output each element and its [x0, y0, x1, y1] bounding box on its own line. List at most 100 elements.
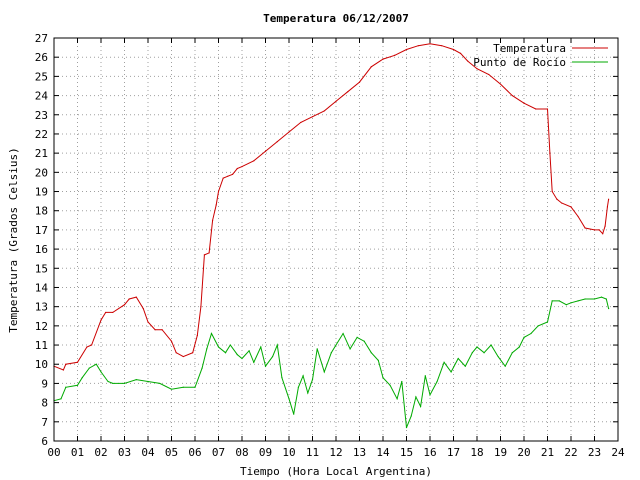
data-point	[142, 307, 144, 310]
data-point	[76, 361, 79, 363]
data-point	[222, 177, 224, 179]
data-point	[60, 398, 62, 400]
x-tick-label: 10	[282, 446, 295, 459]
data-point	[546, 321, 549, 323]
data-point	[593, 298, 596, 300]
data-point	[577, 215, 579, 218]
data-point	[276, 141, 278, 143]
x-tick-label: 17	[447, 446, 460, 459]
data-point	[342, 332, 344, 335]
x-axis-label: Tiempo (Hora Local Argentina)	[240, 465, 432, 478]
y-tick-label: 22	[35, 128, 48, 141]
data-point	[488, 73, 490, 76]
data-point	[530, 332, 532, 335]
y-tick-label: 6	[41, 435, 48, 448]
data-point	[288, 131, 290, 133]
data-point	[210, 332, 213, 335]
y-tick-label: 12	[35, 320, 48, 333]
data-point	[405, 48, 408, 51]
data-point	[335, 344, 337, 346]
y-tick-label: 8	[41, 397, 48, 410]
x-tick-label: 16	[423, 446, 436, 459]
x-tick-label: 21	[541, 446, 554, 459]
data-point	[212, 219, 214, 221]
legend-label: Temperatura	[493, 42, 566, 55]
data-point	[401, 380, 403, 383]
data-point	[608, 198, 610, 200]
data-point	[600, 296, 603, 298]
data-point	[389, 384, 391, 386]
data-point	[264, 365, 267, 367]
y-tick-label: 21	[35, 147, 48, 160]
data-point	[135, 296, 137, 298]
data-point	[135, 378, 137, 381]
data-point	[192, 352, 194, 354]
y-tick-label: 24	[35, 90, 49, 103]
data-point	[232, 173, 234, 175]
data-point	[236, 354, 238, 356]
series-line-temperatura	[53, 43, 610, 371]
data-point	[201, 367, 203, 369]
y-tick-label: 10	[35, 358, 48, 371]
x-tick-label: 00	[47, 446, 60, 459]
data-point	[511, 352, 513, 354]
data-point	[602, 233, 604, 235]
data-point	[182, 386, 184, 388]
data-point	[523, 336, 525, 338]
x-tick-label: 19	[494, 446, 507, 459]
data-point	[62, 369, 64, 371]
data-point	[441, 45, 443, 47]
data-point	[217, 190, 220, 193]
y-tick-label: 18	[35, 205, 48, 218]
x-tick-label: 06	[188, 446, 201, 459]
data-point	[604, 225, 606, 227]
data-point	[264, 150, 267, 152]
y-tick-label: 19	[35, 186, 48, 199]
x-tick-label: 18	[470, 446, 483, 459]
data-point	[584, 298, 586, 300]
data-point	[253, 160, 255, 162]
y-tick-label: 26	[35, 51, 48, 64]
data-point	[330, 352, 332, 354]
data-point	[76, 384, 79, 386]
x-tick-label: 09	[259, 446, 272, 459]
data-point	[608, 307, 610, 310]
data-point	[271, 355, 274, 358]
data-point	[95, 363, 97, 365]
data-point	[182, 355, 184, 358]
y-tick-label: 16	[35, 243, 48, 256]
data-point	[224, 352, 227, 354]
legend-label: Punto de Rocío	[473, 56, 566, 69]
data-point	[605, 298, 607, 300]
data-point	[497, 355, 499, 358]
data-point	[161, 329, 163, 331]
data-point	[429, 394, 431, 396]
data-point	[302, 375, 304, 377]
data-point	[356, 336, 358, 338]
data-point	[316, 348, 318, 350]
data-point	[248, 350, 250, 352]
data-point	[511, 94, 513, 97]
data-point	[377, 359, 379, 361]
data-point	[194, 386, 196, 388]
data-point	[208, 252, 210, 254]
data-point	[236, 167, 238, 170]
y-tick-label: 27	[35, 32, 48, 45]
data-point	[593, 229, 596, 231]
data-point	[452, 48, 455, 51]
data-point	[443, 361, 445, 363]
y-tick-label: 9	[41, 377, 48, 390]
data-point	[159, 382, 161, 385]
data-point	[556, 198, 558, 200]
data-point	[490, 344, 492, 346]
data-point	[276, 344, 278, 346]
data-point	[420, 405, 422, 408]
data-point	[476, 68, 478, 70]
data-point	[370, 352, 372, 354]
x-tick-label: 13	[353, 446, 366, 459]
data-point	[429, 43, 431, 45]
y-tick-label: 25	[35, 70, 48, 83]
data-point	[546, 108, 549, 110]
data-point	[394, 54, 396, 56]
